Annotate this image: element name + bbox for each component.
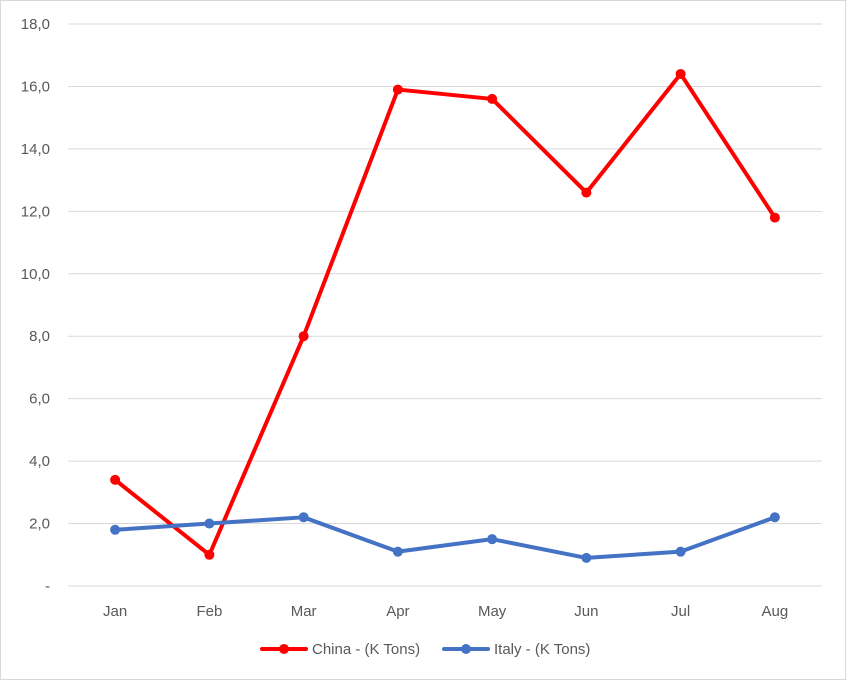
data-point (298, 512, 309, 523)
series-line (113, 515, 777, 560)
data-point (298, 331, 309, 342)
legend-item-0[interactable]: China - (K Tons) (260, 641, 420, 658)
y-tick-label: 14,0 (21, 141, 50, 158)
series-line (113, 71, 777, 557)
data-point (769, 512, 780, 523)
x-tick-label: Jan (103, 603, 127, 620)
y-axis-tick-labels: - 2,0 4,0 6,0 8,0 10,0 12,0 14,0 16,0 18,0 (21, 16, 50, 595)
y-tick-label: 6,0 (29, 391, 50, 408)
y-tick-label: 8,0 (29, 328, 50, 345)
x-tick-label: Apr (386, 603, 409, 620)
y-tick-label: 12,0 (21, 203, 50, 220)
x-tick-label: Jun (574, 603, 598, 620)
y-tick-label: 2,0 (29, 516, 50, 533)
data-point (581, 187, 592, 198)
series-0 (110, 68, 780, 560)
series-1 (110, 512, 780, 563)
y-tick-label: 10,0 (21, 266, 50, 283)
data-point (392, 84, 403, 95)
data-point (110, 474, 121, 485)
x-tick-label: Aug (762, 603, 789, 620)
legend-label: China - (K Tons) (312, 641, 420, 658)
legend: China - (K Tons) Italy - (K Tons) (260, 641, 590, 658)
legend-swatch-marker (279, 644, 289, 654)
data-point (204, 549, 215, 560)
legend-label: Italy - (K Tons) (494, 641, 590, 658)
data-point (675, 546, 686, 557)
x-tick-label: Feb (196, 603, 222, 620)
x-tick-label: May (478, 603, 507, 620)
data-point (769, 212, 780, 223)
data-point (581, 552, 592, 563)
x-tick-label: Jul (671, 603, 690, 620)
series-lines (110, 68, 780, 563)
legend-swatch-marker (461, 644, 471, 654)
data-point (487, 93, 498, 104)
data-point (110, 524, 121, 535)
y-tick-label: 18,0 (21, 16, 50, 33)
data-point (204, 518, 215, 529)
data-point (392, 546, 403, 557)
data-point (487, 534, 498, 545)
y-tick-label: - (45, 578, 50, 595)
y-tick-label: 4,0 (29, 453, 50, 470)
y-tick-label: 16,0 (21, 78, 50, 95)
data-point (675, 68, 686, 79)
x-tick-label: Mar (291, 603, 317, 620)
gridlines (68, 23, 822, 587)
legend-item-1[interactable]: Italy - (K Tons) (442, 641, 590, 658)
x-axis-tick-labels: Jan Feb Mar Apr May Jun Jul Aug (103, 603, 788, 620)
